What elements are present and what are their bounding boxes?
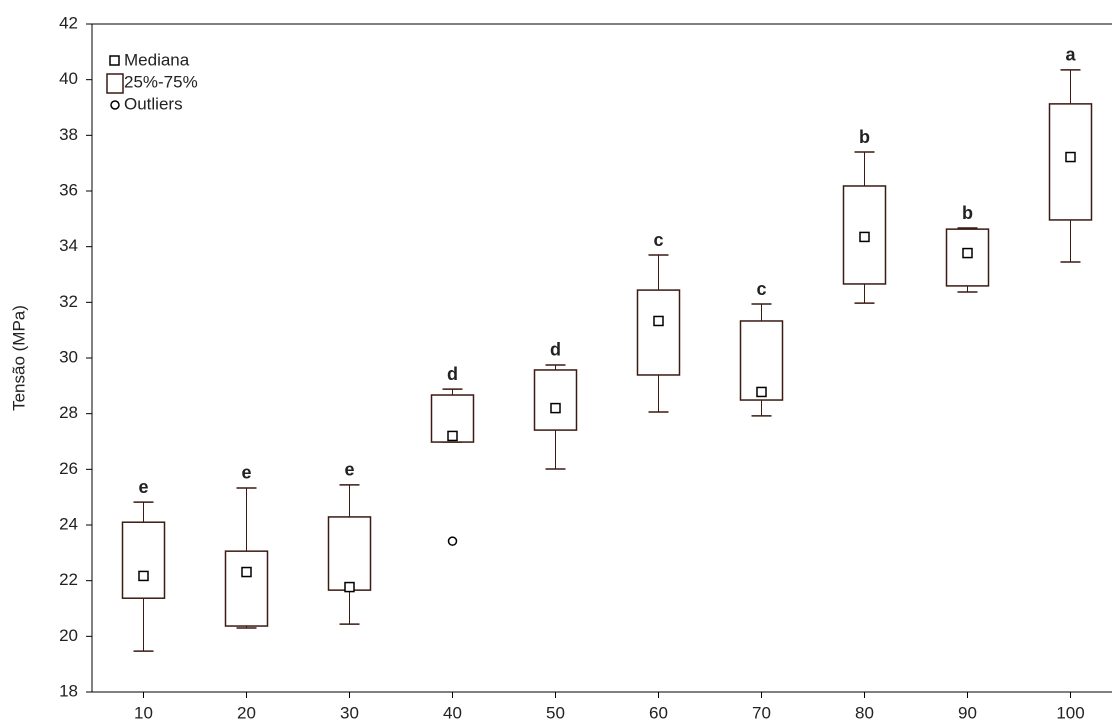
group-letter: b xyxy=(962,203,973,223)
median-marker xyxy=(1065,151,1076,163)
x-tick-label: 20 xyxy=(237,703,256,722)
box xyxy=(636,289,681,376)
box xyxy=(224,550,269,627)
y-tick-label: 28 xyxy=(59,403,78,422)
y-tick-label: 30 xyxy=(59,347,78,366)
y-tick-label: 34 xyxy=(59,236,78,255)
legend-label: 25%-75% xyxy=(124,72,198,91)
legend-median-icon xyxy=(109,55,120,66)
x-tick-label: 60 xyxy=(649,703,668,722)
median-marker xyxy=(962,247,973,259)
median-marker xyxy=(138,570,149,582)
group-letter: e xyxy=(344,460,354,480)
x-tick-label: 10 xyxy=(134,703,153,722)
median-marker xyxy=(241,566,252,578)
x-tick-label: 70 xyxy=(752,703,771,722)
group-letter: d xyxy=(550,340,561,360)
group-letter: e xyxy=(138,477,148,497)
x-tick-label: 100 xyxy=(1056,703,1084,722)
x-tick-label: 50 xyxy=(546,703,565,722)
y-tick-label: 42 xyxy=(59,13,78,32)
legend-label: Outliers xyxy=(124,94,183,113)
group-letter: e xyxy=(241,463,251,483)
box xyxy=(533,369,578,431)
median-marker xyxy=(344,581,355,593)
y-tick-label: 24 xyxy=(59,514,78,533)
x-tick-label: 80 xyxy=(855,703,874,722)
box xyxy=(121,521,166,599)
group-letter: a xyxy=(1065,45,1076,65)
legend-box-icon xyxy=(106,73,124,94)
group-letter: c xyxy=(756,279,766,299)
y-tick-label: 20 xyxy=(59,626,78,645)
median-marker xyxy=(653,315,664,327)
y-tick-label: 36 xyxy=(59,180,78,199)
x-tick-label: 90 xyxy=(958,703,977,722)
group-letter: d xyxy=(447,364,458,384)
box xyxy=(327,516,372,591)
y-tick-label: 22 xyxy=(59,570,78,589)
y-tick-label: 38 xyxy=(59,125,78,144)
median-marker xyxy=(859,231,870,243)
y-tick-label: 18 xyxy=(59,681,78,700)
group-letter: c xyxy=(653,230,663,250)
x-tick-label: 40 xyxy=(443,703,462,722)
legend-outlier-icon xyxy=(110,100,120,110)
group-letter: b xyxy=(859,127,870,147)
median-marker xyxy=(756,386,767,398)
legend-label: Mediana xyxy=(124,50,190,69)
median-marker xyxy=(447,430,458,442)
x-tick-label: 30 xyxy=(340,703,359,722)
y-tick-label: 32 xyxy=(59,292,78,311)
y-tick-label: 40 xyxy=(59,69,78,88)
outlier xyxy=(447,536,458,546)
y-tick-label: 26 xyxy=(59,459,78,478)
y-axis-title: Tensão (MPa) xyxy=(9,305,28,411)
median-marker xyxy=(550,402,561,414)
